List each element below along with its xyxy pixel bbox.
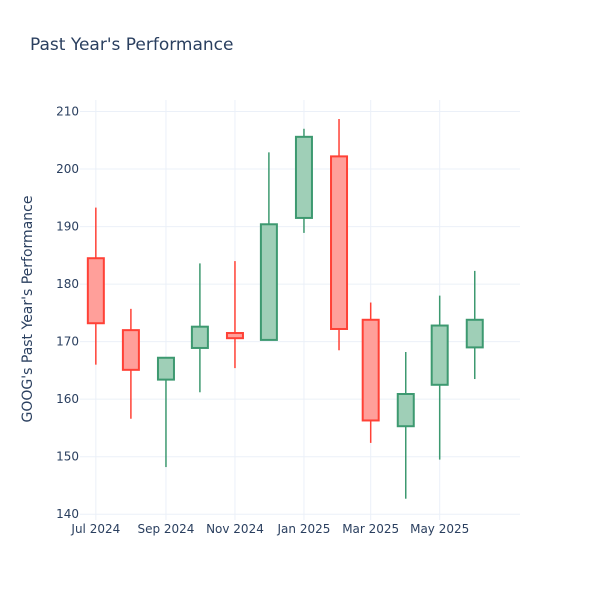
x-tick-label: Sep 2024 [137, 522, 194, 536]
candle-body [396, 393, 415, 428]
candle [361, 302, 380, 443]
y-tick-label: 170 [56, 335, 79, 349]
candle [396, 352, 415, 499]
candle-body [86, 257, 105, 325]
candle-body [330, 155, 349, 330]
candle [121, 308, 140, 419]
candle-body [156, 356, 175, 381]
candle-body [190, 325, 209, 349]
chart-title: Past Year's Performance [30, 35, 234, 55]
x-tick-label: Jan 2025 [277, 522, 331, 536]
candle-body [465, 318, 484, 349]
candle-body [121, 329, 140, 371]
y-axis-ticks: 140 150 160 170 180 190 200 210 [56, 105, 79, 522]
candle [259, 152, 278, 341]
y-tick-label: 150 [56, 450, 79, 464]
candle-body [294, 135, 313, 219]
y-tick-label: 140 [56, 507, 79, 521]
x-tick-label: Jul 2024 [70, 522, 120, 536]
x-axis-ticks: Jul 2024 Sep 2024 Nov 2024 Jan 2025 Mar 2025… [70, 522, 469, 536]
candle-body [430, 324, 449, 386]
candles [86, 118, 484, 499]
y-tick-label: 180 [56, 277, 79, 291]
candle [86, 207, 105, 365]
x-tick-label: Nov 2024 [206, 522, 264, 536]
x-tick-label: May 2025 [410, 522, 469, 536]
candle [330, 118, 349, 351]
candle-body [361, 318, 380, 422]
candle-body [259, 223, 278, 341]
y-tick-label: 200 [56, 162, 79, 176]
y-axis-label: GOOG's Past Year's Performance [20, 196, 36, 423]
candle [225, 261, 244, 369]
candle [190, 263, 209, 393]
candle [465, 270, 484, 380]
x-tick-label: Mar 2025 [342, 522, 399, 536]
candle-body [225, 332, 244, 340]
y-tick-label: 160 [56, 392, 79, 406]
y-tick-label: 210 [56, 105, 79, 119]
candle [294, 128, 313, 233]
candle [156, 356, 175, 468]
y-tick-label: 190 [56, 220, 79, 234]
candle [430, 295, 449, 460]
